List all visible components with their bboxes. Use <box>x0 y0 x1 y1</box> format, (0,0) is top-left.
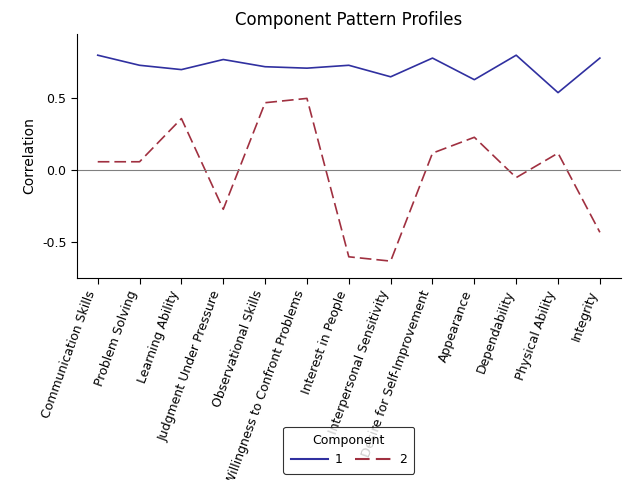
Y-axis label: Correlation: Correlation <box>22 118 36 194</box>
Legend: 1, 2: 1, 2 <box>284 427 414 474</box>
Title: Component Pattern Profiles: Component Pattern Profiles <box>235 11 463 29</box>
